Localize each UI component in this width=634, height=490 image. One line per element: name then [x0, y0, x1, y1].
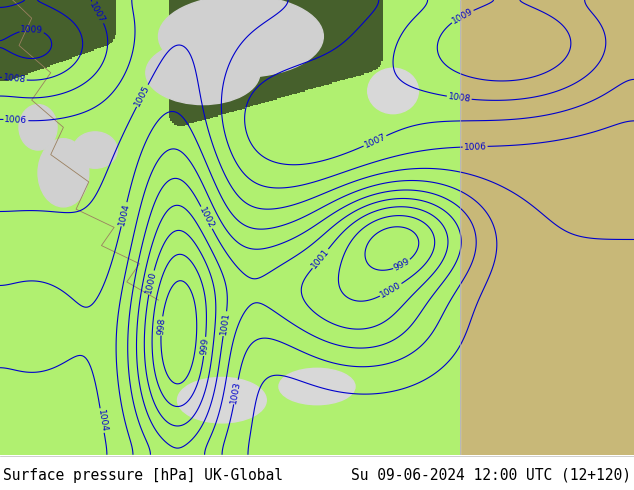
Text: Surface pressure [hPa] UK-Global: Surface pressure [hPa] UK-Global: [3, 467, 283, 483]
Text: 1004: 1004: [96, 409, 108, 433]
Bar: [460, 0, 634, 455]
Ellipse shape: [158, 0, 323, 77]
Bar: [0, 0, 460, 455]
Ellipse shape: [368, 68, 418, 114]
Text: 1000: 1000: [145, 270, 158, 295]
Text: 1009: 1009: [20, 25, 44, 35]
Text: 1008: 1008: [3, 73, 26, 84]
Text: 1007: 1007: [87, 0, 107, 25]
Text: 1004: 1004: [117, 202, 131, 226]
Text: 1007: 1007: [363, 132, 387, 150]
Text: 1009: 1009: [450, 6, 475, 25]
Text: 999: 999: [200, 338, 210, 356]
Ellipse shape: [19, 104, 57, 150]
Ellipse shape: [279, 368, 355, 405]
Ellipse shape: [73, 132, 117, 168]
Text: 998: 998: [157, 317, 167, 335]
Text: 999: 999: [392, 257, 411, 273]
Text: 1006: 1006: [463, 142, 487, 151]
Text: Su 09-06-2024 12:00 UTC (12+120): Su 09-06-2024 12:00 UTC (12+120): [351, 467, 631, 483]
Ellipse shape: [178, 377, 266, 423]
Text: 1001: 1001: [219, 312, 231, 336]
Text: 1008: 1008: [447, 92, 471, 104]
Text: 1000: 1000: [378, 280, 403, 300]
Text: 1002: 1002: [197, 205, 216, 230]
Text: 1001: 1001: [309, 247, 332, 270]
Text: 1003: 1003: [230, 380, 242, 404]
Ellipse shape: [38, 139, 89, 207]
Text: 1006: 1006: [4, 115, 28, 125]
Ellipse shape: [146, 41, 260, 104]
Text: 1005: 1005: [133, 83, 152, 108]
